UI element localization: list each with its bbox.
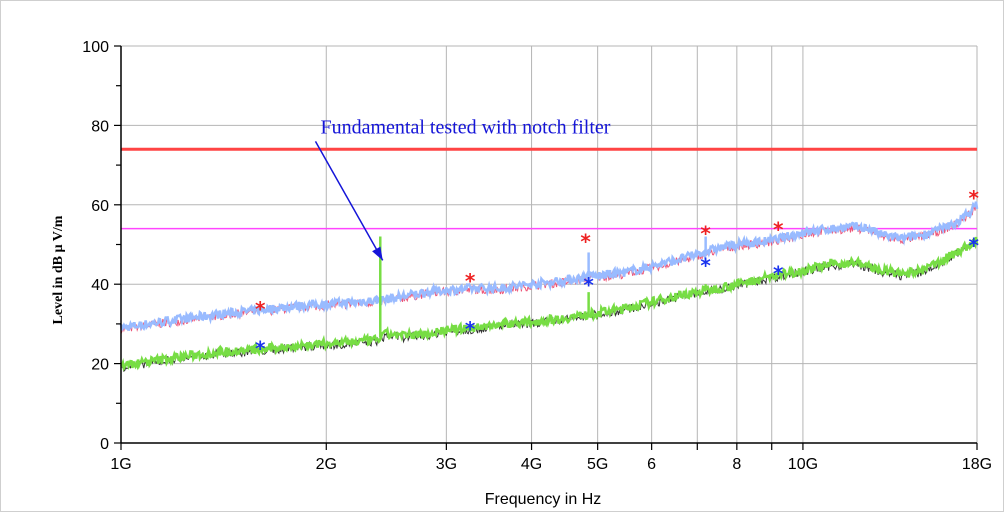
- series-trace-0: [119, 201, 979, 334]
- x-tick-label: 3G: [436, 456, 457, 473]
- data-marker: *: [255, 337, 266, 361]
- tick-labels: 0 20 40 60 80 100 1G 2G 3G 4G 5G 6 8 10G 18G: [82, 39, 992, 473]
- y-tick-label: 100: [82, 39, 109, 56]
- data-marker: *: [700, 253, 711, 277]
- series-trace-1: [120, 236, 979, 372]
- limit-lines: [121, 147, 977, 230]
- x-tick-label: 10G: [788, 456, 818, 473]
- x-tick-label: 2G: [316, 456, 337, 473]
- data-marker: *: [968, 234, 979, 258]
- x-tick-label: 8: [732, 456, 741, 473]
- y-tick-label: 60: [91, 198, 109, 215]
- series-trace-main: [119, 201, 979, 332]
- series-group: [119, 201, 979, 372]
- data-marker: *: [700, 222, 711, 246]
- x-tick-label: 4G: [521, 456, 542, 473]
- data-marker: *: [580, 230, 591, 254]
- data-marker: *: [773, 261, 784, 285]
- axes: [114, 45, 978, 450]
- annotation-text: Fundamental tested with notch filter: [321, 116, 611, 138]
- y-tick-label: 40: [91, 277, 109, 294]
- x-tick-label: 1G: [110, 456, 131, 473]
- series-trace-under: [120, 238, 978, 372]
- x-tick-label: 18G: [962, 456, 992, 473]
- data-marker: *: [968, 186, 979, 210]
- grid: [121, 45, 978, 443]
- series-trace-main: [120, 236, 979, 372]
- x-tick-label: 5G: [587, 456, 608, 473]
- y-tick-label: 80: [91, 118, 109, 135]
- y-tick-label: 0: [100, 436, 109, 453]
- annotation-arrow: [314, 140, 384, 261]
- data-marker: *: [465, 317, 476, 341]
- markers: * * * * * * * * * * * *: [255, 186, 979, 361]
- data-marker: *: [583, 273, 594, 297]
- data-marker: *: [773, 218, 784, 242]
- annotations: Fundamental tested with notch filter: [314, 116, 611, 261]
- x-axis-label: Frequency in Hz: [485, 491, 602, 508]
- x-tick-label: 6: [647, 456, 656, 473]
- annotation-arrowhead: [372, 246, 383, 261]
- y-tick-label: 20: [91, 357, 109, 374]
- y-axis-label: Level in dB µ V/m: [51, 215, 66, 324]
- data-marker: *: [465, 269, 476, 293]
- data-marker: *: [255, 297, 266, 321]
